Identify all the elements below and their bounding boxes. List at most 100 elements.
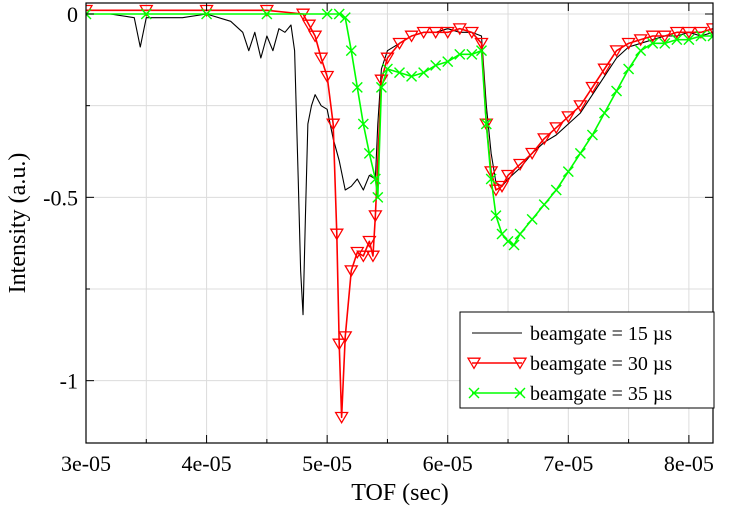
x-tick-label: 5e-05	[302, 451, 352, 476]
series-2-marker	[344, 265, 359, 278]
series-3-marker-stroke	[502, 235, 514, 247]
series-3-marker	[562, 166, 574, 178]
series-3-marker-stroke	[261, 8, 273, 20]
series-3-marker-stroke	[485, 173, 497, 185]
legend: beamgate = 15 µs beamgate = 30 µs beamgate…	[459, 311, 715, 409]
series-3-marker-stroke	[86, 8, 92, 15]
ticks	[85, 3, 713, 443]
series-3-marker-stroke	[598, 107, 610, 119]
legend-marker-stroke	[468, 387, 480, 399]
series-2-marker	[500, 169, 516, 183]
legend-entry-3: beamgate = 35 µs	[468, 383, 672, 405]
y-tick-label: 0	[67, 2, 78, 27]
series-3-marker-stroke	[707, 30, 713, 37]
legend-marker	[468, 387, 480, 399]
series-3-marker-stroke	[671, 34, 683, 46]
series-2-marker	[428, 26, 443, 40]
series-3-marker	[140, 8, 152, 20]
series-3-marker	[480, 118, 492, 130]
series-3-marker-stroke	[86, 13, 92, 20]
x-tick-label: 7e-05	[543, 451, 593, 476]
series-3-marker	[550, 184, 562, 196]
series-3-marker-stroke	[430, 59, 442, 71]
series-3-marker-stroke	[695, 30, 707, 42]
series-3-marker	[508, 239, 520, 251]
series-2-marker	[416, 26, 431, 40]
series-3-marker-stroke	[526, 213, 538, 225]
x-tick-label: 6e-05	[423, 451, 473, 476]
series-2-marker	[307, 30, 323, 43]
series-3-marker-stroke	[201, 8, 213, 20]
legend-marker-stroke	[514, 387, 526, 399]
series-2-marker	[365, 250, 381, 263]
series-2-marker	[705, 23, 713, 36]
series-3-marker-stroke	[586, 129, 598, 141]
series-2-marker	[350, 246, 365, 260]
x-axis-title: TOF (sec)	[351, 480, 449, 506]
series-3-marker	[333, 8, 345, 20]
series-3-marker	[418, 67, 430, 79]
series-3	[86, 8, 713, 251]
series-3-marker	[695, 30, 707, 42]
series-3-marker	[381, 63, 393, 75]
series-2-marker	[440, 26, 455, 40]
series-3-marker-stroke	[339, 12, 351, 24]
legend-marker	[466, 357, 482, 370]
series-3-marker-stroke	[140, 8, 152, 20]
series-3-marker-stroke	[490, 210, 502, 222]
series-3-marker-stroke	[418, 67, 430, 79]
plot-frame	[85, 2, 714, 444]
series-2-marker	[368, 210, 383, 223]
series-1-line	[86, 13, 713, 316]
series-2-marker	[332, 338, 347, 351]
series-3-marker-stroke	[375, 81, 387, 93]
series-3-marker-stroke	[466, 48, 478, 60]
series-2-marker	[681, 26, 697, 40]
legend-entry-2: beamgate = 30 µs	[466, 353, 672, 375]
series-3-marker	[490, 210, 502, 222]
series-2-marker	[494, 180, 510, 194]
series-layer	[86, 4, 713, 425]
series-3-marker	[598, 107, 610, 119]
series-3-marker	[485, 173, 497, 185]
y-tick-label: -1	[60, 369, 78, 394]
y-axis-title: Intensity (a.u.)	[5, 153, 31, 294]
series-2-marker	[633, 34, 648, 47]
series-2-marker	[621, 37, 636, 51]
series-3-marker	[86, 8, 92, 20]
series-2-marker	[524, 147, 540, 161]
series-2-marker	[585, 81, 600, 95]
series-3-marker	[442, 56, 454, 68]
y-tick-label: -0.5	[43, 185, 78, 210]
series-3-marker	[321, 8, 333, 20]
series-3-marker	[369, 173, 381, 185]
series-3-marker	[345, 45, 357, 57]
series-3-marker-stroke	[357, 118, 369, 130]
series-2-marker	[573, 100, 588, 113]
series-2-marker	[549, 122, 564, 135]
series-2-marker	[329, 228, 344, 241]
legend-marker	[512, 357, 528, 370]
series-3-marker	[475, 45, 487, 57]
series-3-marker	[623, 63, 635, 75]
series-3-marker	[430, 59, 442, 71]
legend-label: beamgate = 30 µs	[530, 353, 672, 375]
series-3-marker	[671, 34, 683, 46]
series-3-marker	[502, 235, 514, 247]
series-2-marker	[362, 235, 377, 249]
series-3-marker-stroke	[683, 34, 695, 46]
series-2-marker	[380, 52, 395, 65]
legend-label: beamgate = 15 µs	[530, 323, 672, 345]
series-2-marker	[338, 331, 353, 344]
series-3-marker-stroke	[574, 147, 586, 159]
series-2-marker	[484, 166, 499, 179]
series-2-marker	[597, 63, 612, 76]
series-3-marker-stroke	[514, 228, 526, 240]
series-2-marker	[657, 30, 672, 43]
series-3-marker	[538, 199, 550, 211]
series-2-marker	[404, 30, 419, 43]
series-2-marker	[464, 26, 479, 40]
series-3-marker	[683, 34, 695, 46]
series-2-marker	[561, 111, 576, 124]
